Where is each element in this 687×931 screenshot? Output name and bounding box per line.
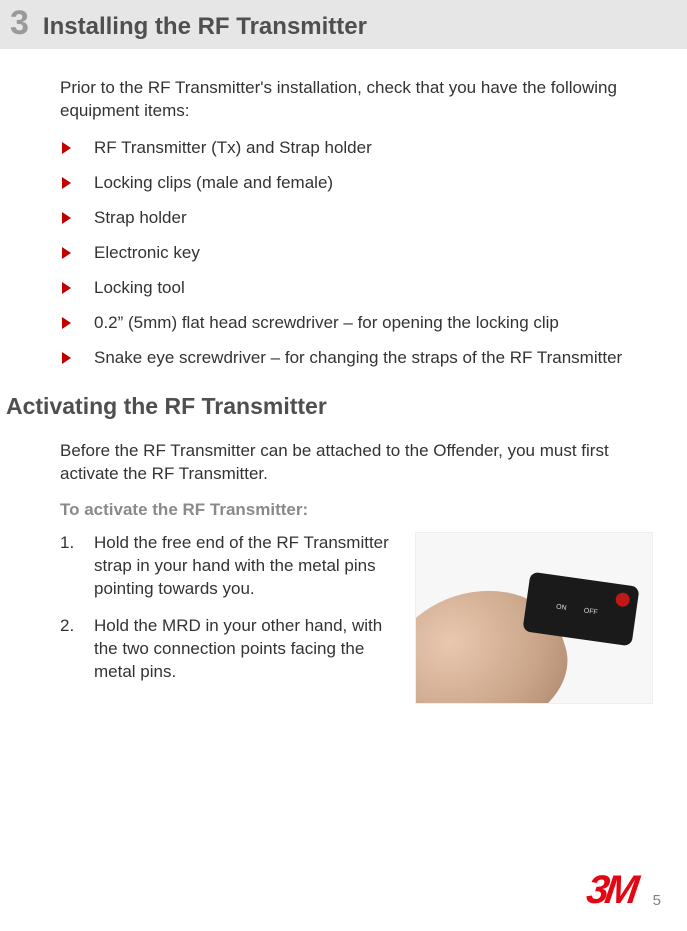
chapter-title: Installing the RF Transmitter [43,13,367,41]
bullet-triangle-icon [62,352,71,364]
list-item: RF Transmitter (Tx) and Strap holder [60,137,653,160]
section-heading-activating: Activating the RF Transmitter [0,393,653,420]
device-off-label: OFF [583,608,598,617]
list-item-text: 0.2” (5mm) flat head screwdriver – for o… [94,313,559,332]
list-item: Locking clips (male and female) [60,172,653,195]
list-item: 0.2” (5mm) flat head screwdriver – for o… [60,312,653,335]
list-item: Strap holder [60,207,653,230]
step-text: Hold the MRD in your other hand, with th… [94,616,382,681]
procedure-steps: Hold the free end of the RF Transmitter … [60,532,401,684]
bullet-triangle-icon [62,177,71,189]
chapter-number: 3 [10,4,29,43]
list-item: Electronic key [60,242,653,265]
bullet-triangle-icon [62,247,71,259]
list-item-text: Locking tool [94,278,185,297]
bullet-triangle-icon [62,317,71,329]
bullet-triangle-icon [62,142,71,154]
chapter-header: 3 Installing the RF Transmitter [0,0,687,49]
list-item: Snake eye screwdriver – for changing the… [60,347,653,370]
procedure-subheading: To activate the RF Transmitter: [60,500,653,520]
equipment-list: RF Transmitter (Tx) and Strap holder Loc… [60,137,653,370]
list-item-text: Locking clips (male and female) [94,173,333,192]
list-item: Locking tool [60,277,653,300]
steps-and-image-row: Hold the free end of the RF Transmitter … [60,532,653,704]
intro-paragraph: Prior to the RF Transmitter's installati… [60,77,653,123]
step-item: Hold the MRD in your other hand, with th… [60,615,401,684]
list-item-text: Strap holder [94,208,187,227]
step-text: Hold the free end of the RF Transmitter … [94,533,389,598]
steps-column: Hold the free end of the RF Transmitter … [60,532,401,704]
page-number: 5 [653,892,661,913]
step-item: Hold the free end of the RF Transmitter … [60,532,401,601]
company-logo: 3M [584,868,638,913]
instruction-photo: ON OFF [415,532,653,704]
list-item-text: Electronic key [94,243,200,262]
bullet-triangle-icon [62,282,71,294]
device-button-icon [615,592,631,608]
page-content: Prior to the RF Transmitter's installati… [0,49,687,704]
page-footer: 3M 5 [587,868,661,913]
activating-paragraph: Before the RF Transmitter can be attache… [60,440,653,486]
device-on-label: ON [556,604,567,612]
list-item-text: RF Transmitter (Tx) and Strap holder [94,138,372,157]
bullet-triangle-icon [62,212,71,224]
list-item-text: Snake eye screwdriver – for changing the… [94,348,622,367]
